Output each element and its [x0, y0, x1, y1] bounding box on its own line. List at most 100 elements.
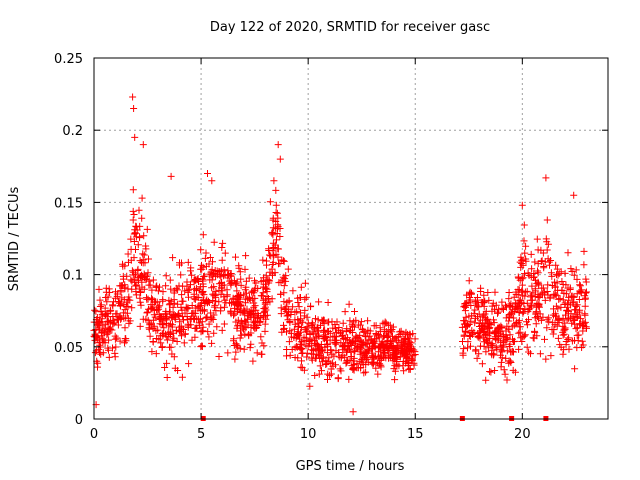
data-point [215, 268, 223, 276]
data-point [257, 333, 265, 341]
data-point [352, 344, 360, 352]
data-point [575, 296, 583, 303]
data-point [320, 316, 328, 324]
data-point [261, 327, 269, 335]
data-point [549, 319, 557, 327]
data-point [137, 272, 145, 280]
data-point [208, 276, 216, 284]
data-point [256, 318, 264, 326]
data-point [295, 331, 303, 339]
data-point [328, 350, 336, 358]
data-point [534, 269, 542, 277]
data-point [527, 350, 534, 358]
x-tick-label: 0 [90, 427, 98, 442]
data-point [542, 355, 550, 363]
data-point [202, 262, 210, 270]
data-point [477, 288, 485, 295]
data-point [410, 361, 418, 369]
data-point [231, 304, 239, 312]
data-point [405, 365, 413, 373]
data-point [121, 339, 128, 347]
data-point [148, 286, 156, 294]
data-point [580, 261, 588, 269]
y-axis-label: SRMTID / TECUs [7, 187, 22, 292]
data-point [129, 93, 137, 101]
data-point [145, 255, 152, 263]
data-point [199, 323, 207, 331]
x-tick-label: 10 [300, 427, 317, 442]
data-point [516, 323, 524, 331]
data-point [156, 283, 163, 291]
data-point [197, 246, 205, 254]
data-point [464, 321, 471, 329]
data-point [163, 374, 171, 381]
data-point [284, 265, 292, 273]
data-point [525, 272, 533, 279]
data-point [337, 339, 345, 347]
data-point [167, 285, 175, 293]
data-point [208, 339, 216, 347]
data-point [274, 141, 282, 149]
data-point [109, 320, 117, 328]
data-point [275, 279, 283, 287]
data-point [140, 232, 148, 240]
data-point [543, 316, 551, 324]
data-point [230, 335, 238, 343]
data-point [126, 296, 134, 304]
data-point [188, 302, 196, 309]
data-point [397, 327, 405, 335]
data-point [252, 279, 260, 287]
data-point [266, 198, 274, 206]
data-point [205, 320, 213, 328]
data-point [498, 304, 506, 312]
data-point [488, 350, 496, 358]
data-point [137, 289, 145, 296]
data-point [360, 369, 368, 377]
data-point [106, 325, 113, 333]
data-point [494, 309, 501, 317]
data-point [576, 320, 584, 328]
data-point [119, 309, 127, 317]
data-point [237, 317, 245, 325]
data-point [537, 316, 545, 324]
data-point [477, 342, 484, 350]
data-point [461, 327, 469, 335]
data-point [155, 314, 163, 322]
data-point [357, 356, 365, 364]
data-point [521, 249, 529, 257]
data-point [469, 330, 476, 338]
data-point [149, 338, 157, 346]
data-point [521, 270, 528, 278]
data-point [376, 360, 384, 368]
data-point [174, 286, 182, 294]
data-point [198, 307, 206, 314]
data-point [96, 303, 104, 310]
data-point [260, 274, 267, 282]
data-point [573, 290, 581, 298]
data-point [500, 306, 507, 313]
data-point [113, 316, 121, 323]
data-point [480, 298, 488, 306]
data-point [407, 339, 415, 347]
data-point [474, 303, 482, 311]
data-point [459, 338, 466, 345]
data-point [199, 231, 207, 239]
data-point [358, 326, 366, 334]
data-point [364, 336, 372, 344]
data-point [95, 324, 103, 332]
data-point [523, 321, 531, 329]
data-point [280, 282, 288, 290]
data-point [547, 352, 555, 360]
data-point [94, 363, 101, 371]
x-tick-label: 15 [407, 427, 424, 442]
data-point [581, 311, 589, 319]
data-point [382, 319, 390, 327]
data-point [548, 272, 556, 280]
data-point [531, 287, 539, 295]
data-point [170, 296, 178, 304]
data-point [96, 349, 103, 357]
data-point [204, 328, 212, 336]
data-point [518, 338, 526, 345]
data-point [181, 287, 189, 295]
